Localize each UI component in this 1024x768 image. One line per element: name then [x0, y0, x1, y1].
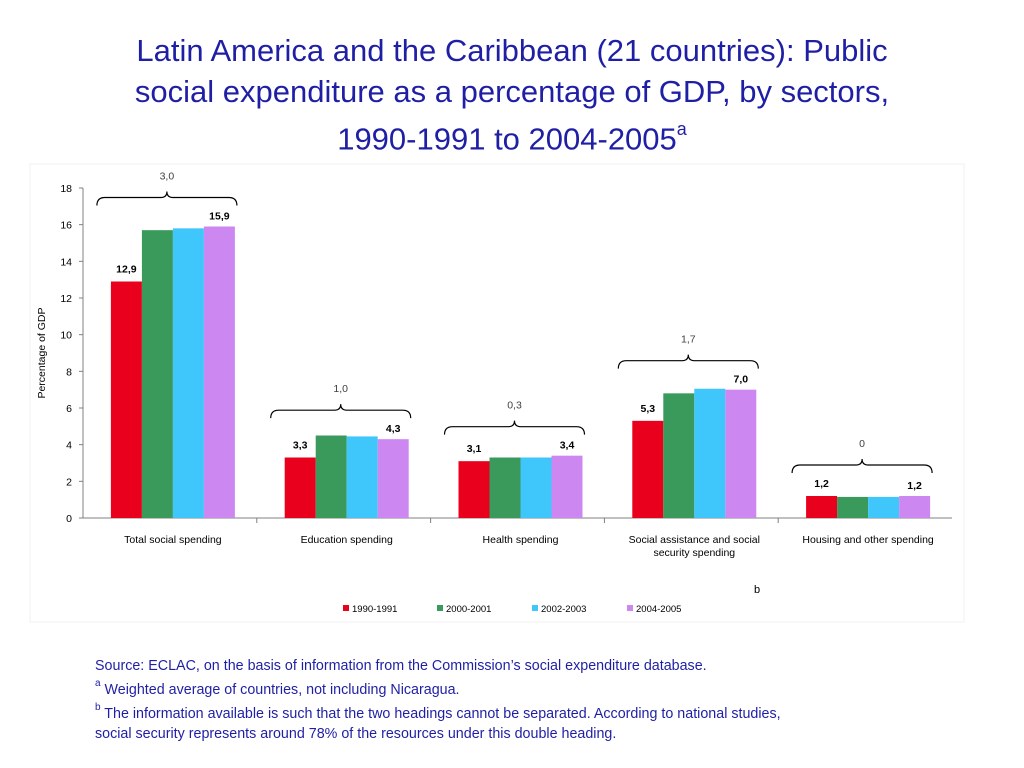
- bar-2000-2001: [315, 435, 347, 518]
- legend-swatch-2002-2003: [532, 605, 538, 611]
- bar-chart: 0 2 4 6 8 10 12 14 16 18 Percentage of GDP 12,9 15,9…: [29, 163, 965, 623]
- y-tick-label: 10: [60, 330, 72, 342]
- legend-swatch-1990-1991: [343, 605, 349, 611]
- note-marker-b: b: [754, 584, 760, 596]
- bar-1990-1991: [632, 420, 664, 518]
- change-label: 1,7: [681, 334, 696, 346]
- change-label: 1,0: [333, 383, 348, 395]
- x-category-label: Health spending: [483, 534, 559, 546]
- y-tick-label: 0: [66, 513, 72, 525]
- change-label: 0,3: [507, 400, 522, 412]
- title-line-2: social expenditure as a percentage of GD…: [134, 74, 890, 109]
- data-label-last: 7,0: [733, 374, 748, 386]
- legend-label: 2000-2001: [446, 604, 491, 615]
- legend-label: 2002-2003: [541, 604, 586, 615]
- change-brace: [443, 420, 586, 435]
- bar-2002-2003: [694, 388, 726, 518]
- bar-1990-1991: [110, 281, 142, 518]
- slide-title: Latin America and the Caribbean (21 coun…: [70, 30, 954, 159]
- title-line-1: Latin America and the Caribbean (21 coun…: [136, 33, 888, 68]
- bar-2000-2001: [837, 496, 869, 518]
- legend-swatch-2000-2001: [437, 605, 443, 611]
- change-brace: [617, 354, 759, 369]
- y-tick-label: 16: [60, 220, 72, 232]
- bar-1990-1991: [458, 461, 490, 518]
- change-brace: [96, 191, 238, 206]
- data-label-last: 1,2: [907, 480, 922, 492]
- legend-swatch-2004-2005: [627, 605, 633, 611]
- footnote-a-marker: a: [95, 678, 101, 689]
- bar-2002-2003: [172, 228, 204, 518]
- y-tick-label: 4: [66, 440, 72, 452]
- x-category-label: Education spending: [301, 534, 393, 546]
- x-category-label: Total social spending: [124, 534, 222, 546]
- bar-2004-2005: [725, 389, 757, 518]
- footnotes: Source: ECLAC, on the basis of informati…: [95, 656, 975, 744]
- footnote-b-line-2: social security represents around 78% of…: [95, 725, 617, 742]
- change-brace: [270, 404, 412, 419]
- bar-2004-2005: [899, 496, 931, 518]
- y-axis-label: Percentage of GDP: [36, 307, 48, 398]
- bar-2000-2001: [663, 393, 695, 518]
- footnote-a-text: Weighted average of countries, not inclu…: [100, 681, 460, 698]
- bar-2004-2005: [203, 226, 235, 518]
- chart-area: 0 2 4 6 8 10 12 14 16 18 Percentage of GDP 12,9 15,9…: [0, 150, 1024, 630]
- data-label-last: 4,3: [386, 423, 401, 435]
- data-label-first: 1,2: [814, 478, 829, 490]
- bar-2004-2005: [377, 439, 409, 518]
- title-superscript: a: [676, 119, 687, 139]
- y-tick-label: 14: [60, 256, 72, 268]
- change-label: 3,0: [160, 171, 175, 183]
- y-tick-label: 6: [66, 403, 72, 415]
- x-category-label: security spending: [653, 547, 735, 559]
- y-tick-label: 8: [66, 366, 72, 378]
- bar-2002-2003: [346, 436, 378, 518]
- bar-2002-2003: [868, 496, 900, 518]
- data-label-first: 3,1: [467, 443, 482, 455]
- data-label-first: 5,3: [640, 403, 655, 415]
- source-note: Source: ECLAC, on the basis of informati…: [95, 658, 707, 674]
- title-line-3-text: 1990-1991 to 2004-2005: [337, 121, 677, 157]
- y-tick-label: 18: [60, 183, 72, 195]
- footnote-b-marker: b: [95, 701, 101, 713]
- bar-2000-2001: [489, 457, 521, 518]
- bar-1990-1991: [284, 457, 316, 518]
- x-category-label: Social assistance and social: [629, 534, 760, 546]
- data-label-first: 3,3: [293, 440, 308, 452]
- footnote-a: a Weighted average of countries, not inc…: [95, 676, 975, 700]
- x-category-label: Housing and other spending: [802, 534, 934, 546]
- legend-label: 1990-1991: [352, 604, 397, 615]
- title-line-3: 1990-1991 to 2004-2005a: [70, 112, 954, 159]
- bar-2004-2005: [551, 455, 583, 518]
- data-label-last: 3,4: [560, 440, 575, 452]
- legend-label: 2004-2005: [636, 604, 681, 615]
- change-label: 0: [859, 438, 865, 450]
- bar-2000-2001: [141, 230, 173, 518]
- footnote-b-text-line-1: The information available is such that t…: [100, 705, 781, 722]
- footnote-b: b The information available is such that…: [95, 700, 975, 724]
- y-tick-label: 2: [66, 476, 72, 488]
- data-label-first: 12,9: [116, 264, 137, 276]
- bar-2002-2003: [520, 457, 552, 518]
- bar-1990-1991: [806, 496, 838, 518]
- data-label-last: 15,9: [209, 211, 230, 223]
- y-tick-label: 12: [60, 293, 72, 305]
- change-brace: [791, 458, 933, 474]
